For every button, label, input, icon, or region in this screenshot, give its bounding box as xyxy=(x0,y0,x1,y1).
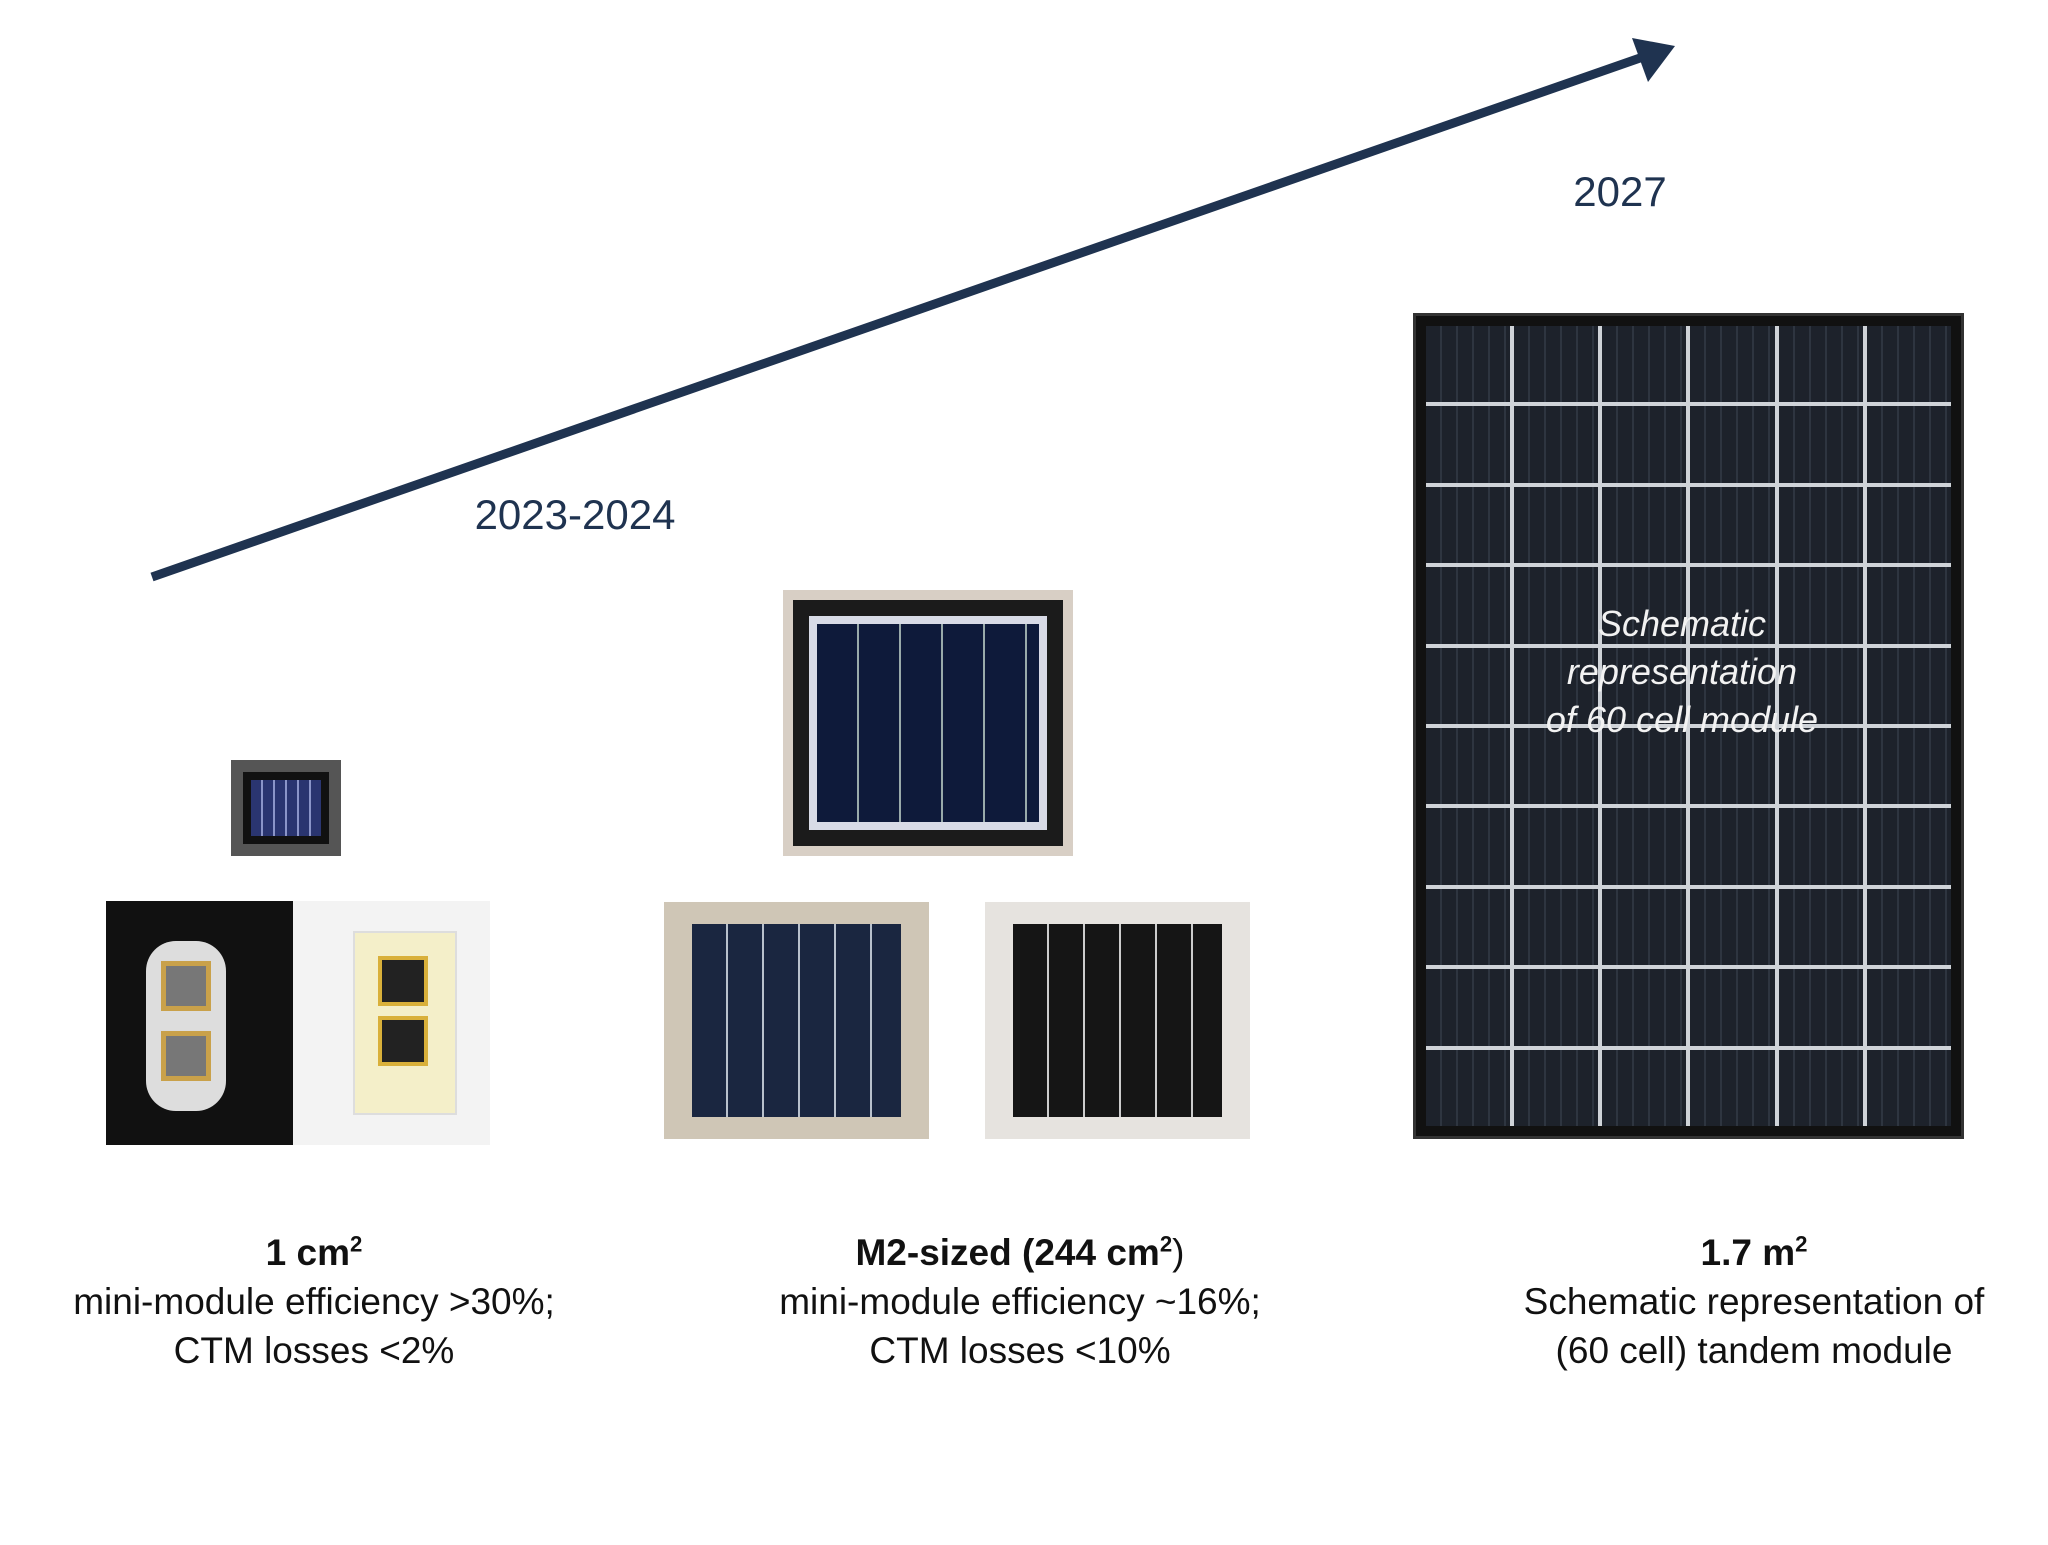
caption-panel: 1.7 m2 Schematic representation of (60 c… xyxy=(1524,1228,1985,1375)
start-year-label: 2023-2024 xyxy=(474,491,676,538)
panel-cell xyxy=(1426,888,1511,966)
caption-title: M2-sized (244 cm2) xyxy=(855,1231,1185,1273)
caption-line: Schematic representation of xyxy=(1523,1281,1985,1322)
panel-cell xyxy=(1602,969,1687,1046)
panel-cell xyxy=(1778,969,1863,1046)
panel-cell xyxy=(1514,647,1599,724)
caption-m2: M2-sized (244 cm2) mini-module efficienc… xyxy=(779,1228,1261,1375)
panel-cell xyxy=(1426,969,1511,1046)
panel-cell xyxy=(1426,567,1511,644)
panel-cell xyxy=(1778,647,1863,724)
panel-cell xyxy=(1778,888,1863,966)
small-cell-photo xyxy=(231,760,341,856)
arrow-shaft xyxy=(150,53,1642,582)
panel-cell xyxy=(1602,647,1687,724)
panel-cell xyxy=(1690,647,1775,724)
panel-cell xyxy=(1602,567,1687,644)
panel-cell xyxy=(1690,888,1775,966)
panel-cell xyxy=(1866,326,1951,403)
minimodule-photo-glass xyxy=(293,901,490,1145)
end-year-label: 2027 xyxy=(1573,168,1667,215)
panel-cell xyxy=(1426,406,1511,483)
panel-cell xyxy=(1426,728,1511,805)
panel-cell xyxy=(1778,728,1863,805)
overlay-line: representation xyxy=(1566,651,1798,692)
panel-cell xyxy=(1690,728,1775,805)
m2-cell-photo-blue xyxy=(664,902,929,1139)
caption-title: 1.7 m2 xyxy=(1700,1231,1808,1273)
panel-cell xyxy=(1602,486,1687,564)
panel-cell xyxy=(1778,406,1863,483)
panel-cell xyxy=(1866,567,1951,644)
panel-cell xyxy=(1866,1049,1951,1126)
panel-cell xyxy=(1514,567,1599,644)
panel-cell xyxy=(1690,406,1775,483)
panel-cell xyxy=(1514,326,1599,403)
caption-line: mini-module efficiency ~16%; xyxy=(779,1281,1261,1322)
panel-cell xyxy=(1690,969,1775,1046)
arrow-head-icon xyxy=(1632,38,1675,82)
panel-cell xyxy=(1602,808,1687,885)
panel-cell xyxy=(1602,1049,1687,1126)
panel-cell xyxy=(1866,969,1951,1046)
m2-module-photo xyxy=(783,590,1073,856)
panel-cell xyxy=(1514,486,1599,564)
panel-cell xyxy=(1866,647,1951,724)
panel-cell xyxy=(1514,1049,1599,1126)
panel-cell xyxy=(1514,969,1599,1046)
caption-title: 1 cm2 xyxy=(265,1231,363,1273)
caption-1cm: 1 cm2 mini-module efficiency >30%; CTM l… xyxy=(73,1228,555,1375)
caption-line: mini-module efficiency >30%; xyxy=(73,1281,555,1322)
panel-cell xyxy=(1426,808,1511,885)
panel-cell xyxy=(1690,326,1775,403)
panel-cell xyxy=(1866,728,1951,805)
caption-line: (60 cell) tandem module xyxy=(1555,1330,1953,1371)
sixty-cell-panel: document.write(Array.from({length:60}).m… xyxy=(1413,313,1964,1139)
panel-cell xyxy=(1602,728,1687,805)
panel-cell xyxy=(1514,888,1599,966)
overlay-line: Schematic xyxy=(1597,603,1767,644)
minimodule-photo-black xyxy=(106,901,293,1145)
panel-cell xyxy=(1866,888,1951,966)
panel-cell xyxy=(1426,647,1511,724)
panel-cell xyxy=(1602,326,1687,403)
panel-cell xyxy=(1778,567,1863,644)
panel-cell xyxy=(1426,1049,1511,1126)
panel-cell xyxy=(1514,406,1599,483)
panel-cell xyxy=(1778,808,1863,885)
panel-cell xyxy=(1602,888,1687,966)
panel-cell xyxy=(1778,1049,1863,1126)
panel-cell xyxy=(1866,406,1951,483)
panel-cell xyxy=(1426,486,1511,564)
panel-cell xyxy=(1690,486,1775,564)
panel-cell xyxy=(1514,808,1599,885)
panel-cell xyxy=(1866,808,1951,885)
panel-cell xyxy=(1602,406,1687,483)
panel-cell xyxy=(1690,567,1775,644)
panel-cell xyxy=(1690,1049,1775,1126)
caption-line: CTM losses <2% xyxy=(173,1330,455,1371)
panel-cell xyxy=(1690,808,1775,885)
m2-cell-photo-black xyxy=(985,902,1250,1139)
overlay-line: of 60 cell module xyxy=(1545,699,1819,740)
panel-cell xyxy=(1778,326,1863,403)
panel-cell xyxy=(1866,486,1951,564)
panel-overlay-text: Schematic representation of 60 cell modu… xyxy=(1546,600,1818,744)
caption-line: CTM losses <10% xyxy=(869,1330,1171,1371)
panel-cell xyxy=(1514,728,1599,805)
panel-cell xyxy=(1426,326,1511,403)
panel-cell xyxy=(1778,486,1863,564)
